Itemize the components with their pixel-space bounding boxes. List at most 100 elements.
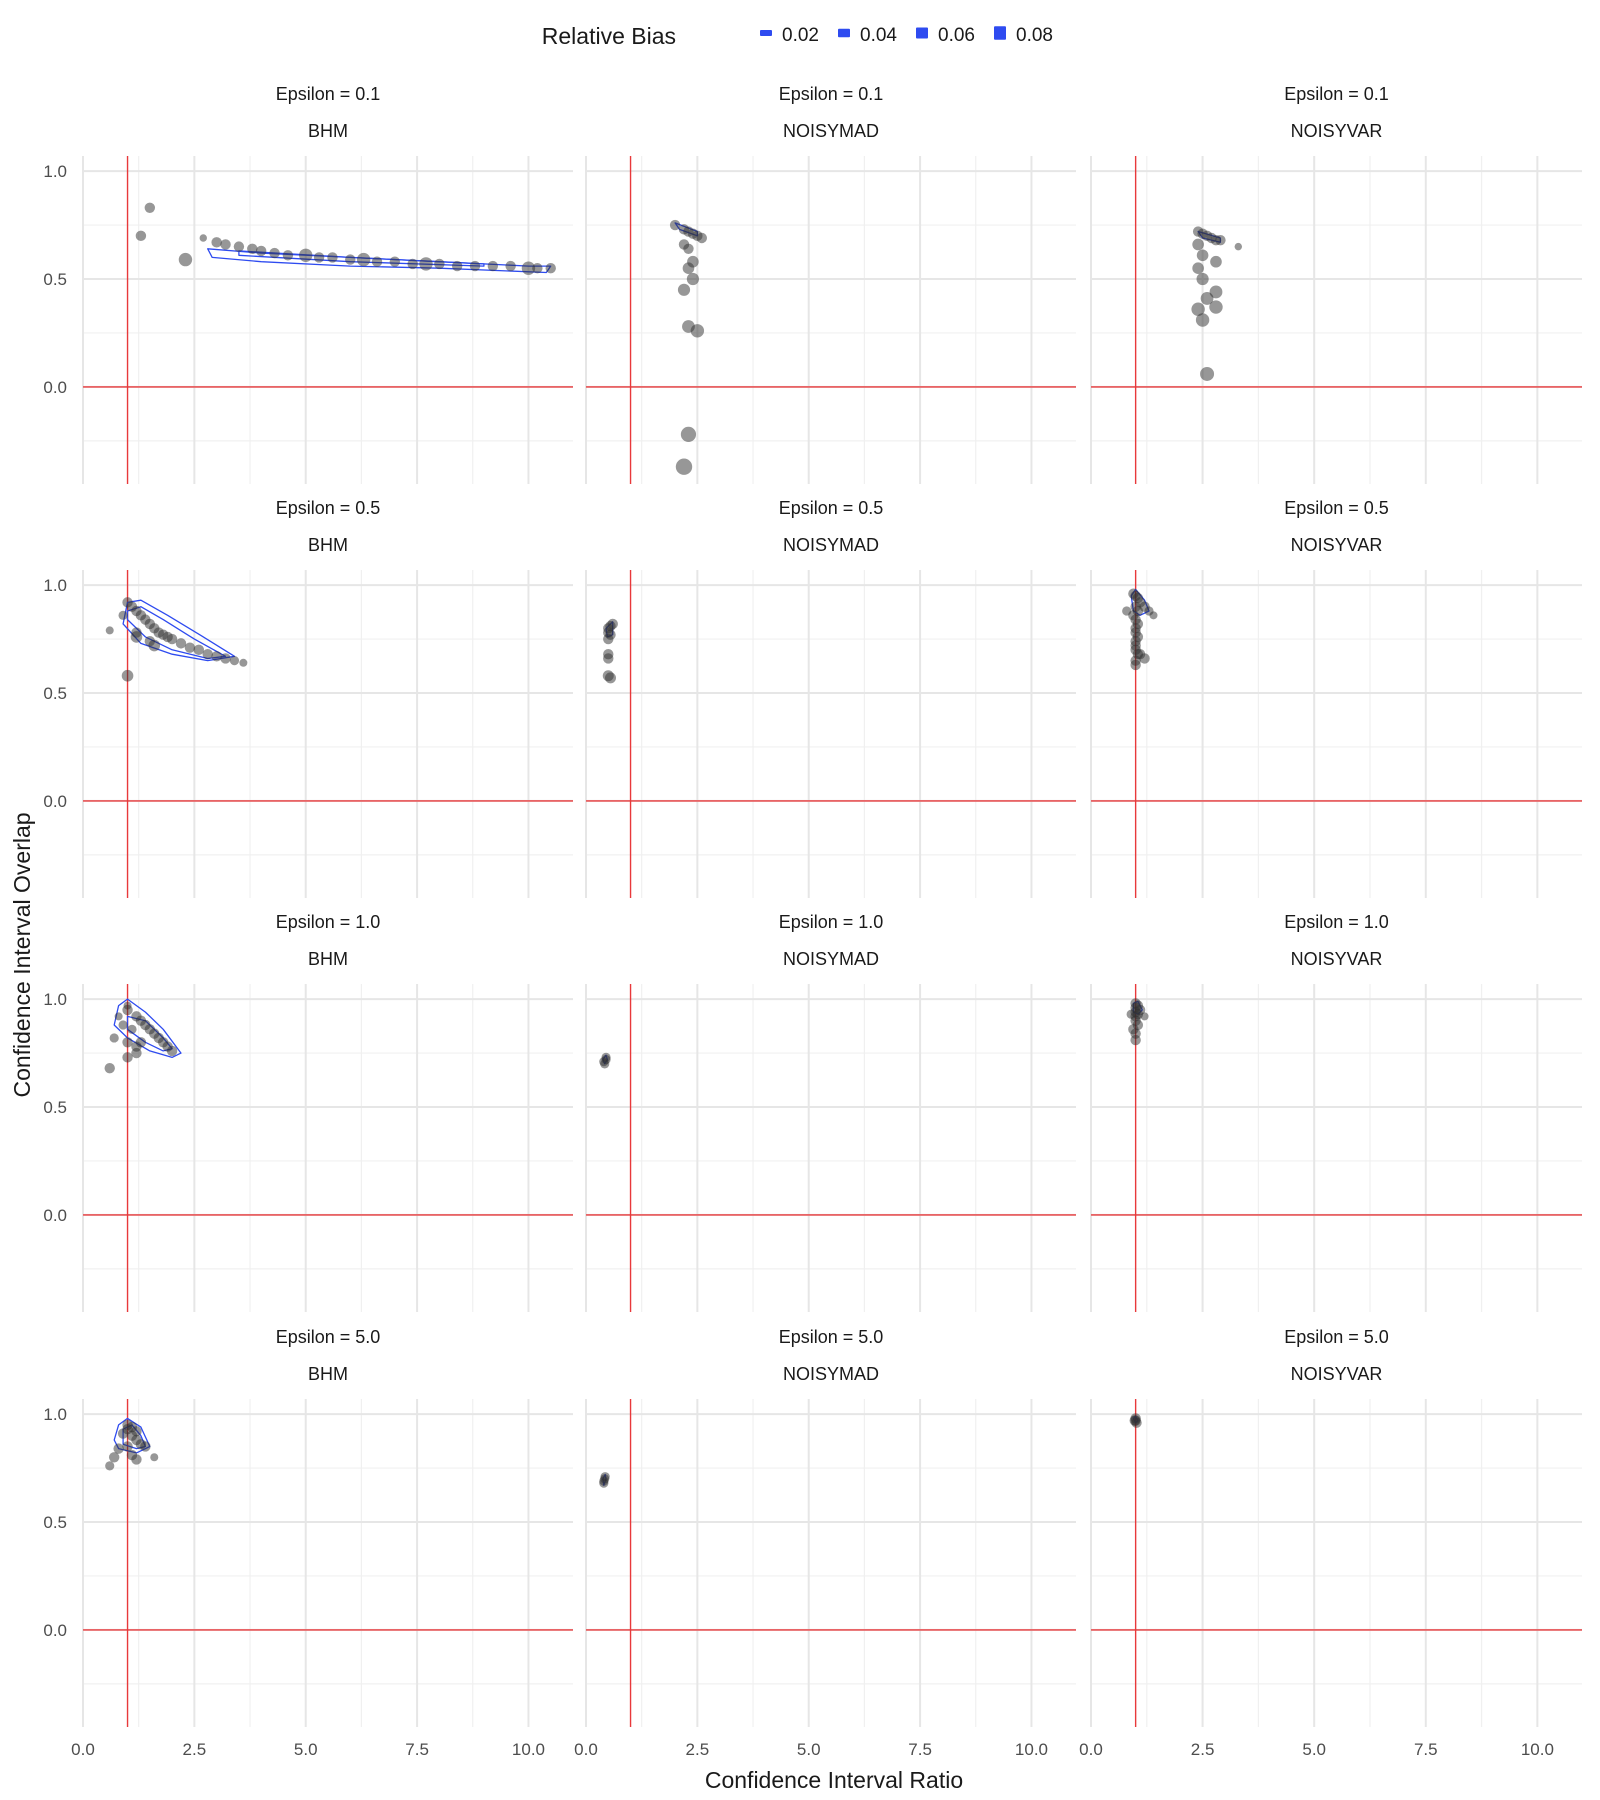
x-tick-label: 10.0 bbox=[512, 1740, 545, 1759]
data-point bbox=[166, 1045, 178, 1057]
legend: Relative Bias 0.02 0.04 0.06 0.08 bbox=[542, 23, 1053, 49]
data-point bbox=[122, 1052, 133, 1063]
data-point bbox=[419, 257, 433, 271]
data-point bbox=[451, 260, 463, 272]
data-point bbox=[122, 1037, 133, 1048]
data-point bbox=[105, 626, 114, 635]
data-point bbox=[605, 672, 616, 684]
data-point bbox=[104, 1062, 115, 1074]
legend-label-3: 0.08 bbox=[1016, 25, 1053, 46]
data-point bbox=[105, 1461, 115, 1471]
legend-label-2: 0.06 bbox=[938, 25, 975, 46]
data-point bbox=[199, 234, 207, 242]
data-point bbox=[239, 658, 248, 667]
data-point bbox=[118, 610, 128, 620]
data-point bbox=[677, 283, 691, 296]
strip-method-label: BHM bbox=[308, 121, 348, 141]
legend-key-2 bbox=[916, 27, 928, 39]
data-point bbox=[1139, 601, 1150, 612]
data-point bbox=[131, 1454, 142, 1465]
strip-epsilon-label: Epsilon = 1.0 bbox=[1284, 912, 1389, 932]
strip-method-label: BHM bbox=[308, 949, 348, 969]
legend-key-3 bbox=[994, 26, 1006, 40]
data-point bbox=[682, 262, 695, 275]
data-point bbox=[1192, 238, 1204, 251]
y-tick-label: 0.0 bbox=[43, 378, 67, 397]
data-point bbox=[1130, 1034, 1141, 1046]
data-point bbox=[113, 1443, 124, 1454]
data-point bbox=[607, 618, 618, 630]
data-point bbox=[690, 324, 705, 338]
panel-r3-c0: Epsilon = 5.0 BHM 0.0 0.5 1.0 0.0 2.5 5.0 7.5 10.… bbox=[43, 1327, 573, 1759]
data-point bbox=[696, 232, 708, 244]
data-point bbox=[669, 219, 681, 231]
data-point bbox=[601, 1052, 611, 1062]
strip-method-label: NOISYVAR bbox=[1291, 1364, 1383, 1384]
data-point bbox=[313, 252, 325, 263]
legend-label-1: 0.04 bbox=[860, 25, 897, 46]
panel-r2-c0: Epsilon = 1.0 BHM 0.0 0.5 1.0 bbox=[43, 912, 573, 1312]
data-point bbox=[211, 651, 222, 662]
data-point bbox=[178, 252, 193, 267]
data-point bbox=[686, 272, 700, 286]
strip-epsilon-label: Epsilon = 0.5 bbox=[779, 498, 884, 518]
panel-r2-c2: Epsilon = 1.0 NOISYVAR bbox=[1090, 912, 1582, 1312]
data-point bbox=[532, 263, 543, 274]
data-point bbox=[175, 638, 187, 649]
y-tick-label: 0.5 bbox=[43, 270, 67, 289]
data-point bbox=[193, 644, 205, 656]
data-point bbox=[389, 256, 401, 267]
data-point bbox=[144, 202, 156, 213]
panel-r1-c1: Epsilon = 0.5 NOISYMAD bbox=[585, 498, 1076, 898]
strip-epsilon-label: Epsilon = 5.0 bbox=[1284, 1327, 1389, 1347]
data-point bbox=[603, 633, 614, 645]
data-point bbox=[299, 248, 313, 262]
data-point bbox=[1140, 1012, 1149, 1021]
data-point bbox=[1129, 1415, 1140, 1426]
data-point bbox=[683, 243, 694, 254]
data-point bbox=[114, 1012, 123, 1021]
data-point bbox=[1134, 648, 1146, 660]
strip-epsilon-label: Epsilon = 0.5 bbox=[276, 498, 381, 518]
panel-r1-c2: Epsilon = 0.5 NOISYVAR bbox=[1090, 498, 1582, 898]
data-point bbox=[247, 243, 258, 254]
panel-r0-c1: Epsilon = 0.1 NOISYMAD bbox=[585, 84, 1076, 484]
data-point bbox=[505, 260, 516, 272]
data-point bbox=[135, 1037, 147, 1048]
data-point bbox=[1130, 659, 1141, 671]
strip-epsilon-label: Epsilon = 0.5 bbox=[1284, 498, 1389, 518]
data-point bbox=[117, 1428, 129, 1439]
data-point bbox=[327, 252, 338, 263]
panel-r3-c2: Epsilon = 5.0 NOISYVAR 0.0 2.5 5.0 7.5 10.0 bbox=[1079, 1327, 1582, 1759]
data-point bbox=[1195, 313, 1210, 327]
strip-epsilon-label: Epsilon = 5.0 bbox=[276, 1327, 381, 1347]
strip-epsilon-label: Epsilon = 0.1 bbox=[779, 84, 884, 104]
data-point bbox=[109, 1033, 119, 1043]
data-point bbox=[118, 1020, 128, 1030]
y-tick-label: 1.0 bbox=[43, 1405, 67, 1424]
data-point bbox=[600, 1472, 610, 1482]
x-tick-label: 5.0 bbox=[294, 1740, 318, 1759]
y-tick-label: 0.5 bbox=[43, 1513, 67, 1532]
data-point bbox=[434, 258, 445, 270]
y-tick-label: 0.5 bbox=[43, 684, 67, 703]
data-point bbox=[269, 247, 280, 259]
data-point bbox=[1191, 302, 1205, 316]
data-point bbox=[220, 653, 231, 664]
data-point bbox=[202, 648, 213, 660]
data-point bbox=[166, 633, 178, 645]
data-point bbox=[255, 245, 267, 257]
x-tick-label: 0.0 bbox=[71, 1740, 95, 1759]
strip-method-label: BHM bbox=[308, 535, 348, 555]
x-tick-label: 7.5 bbox=[908, 1740, 932, 1759]
x-tick-label: 10.0 bbox=[1521, 1740, 1554, 1759]
x-tick-label: 2.5 bbox=[183, 1740, 207, 1759]
data-point bbox=[1196, 249, 1209, 262]
panel-r3-c1: Epsilon = 5.0 NOISYMAD 0.0 2.5 5.0 7.5 10.0 bbox=[574, 1327, 1076, 1759]
data-point bbox=[680, 426, 697, 442]
strip-epsilon-label: Epsilon = 1.0 bbox=[276, 912, 381, 932]
legend-key-1 bbox=[838, 28, 850, 38]
data-point bbox=[1200, 292, 1214, 305]
strip-method-label: NOISYMAD bbox=[783, 1364, 879, 1384]
